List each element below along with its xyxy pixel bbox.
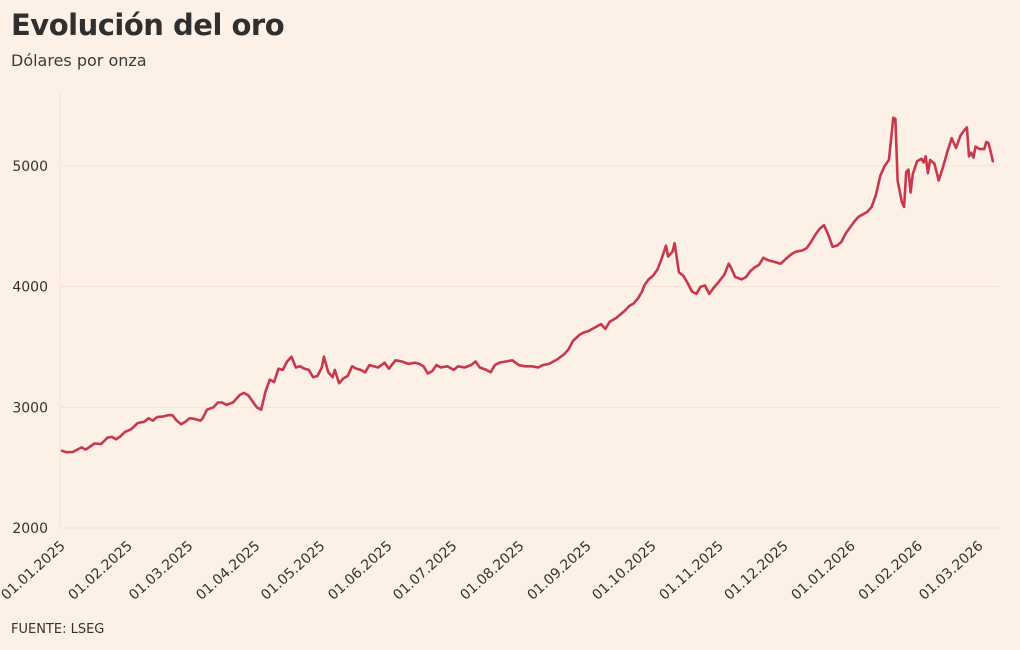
y-tick-label: 2000	[12, 521, 48, 537]
y-tick-label: 5000	[12, 159, 48, 175]
x-tick-label: 01.04.2025	[193, 538, 263, 604]
x-tick-label: 01.12.2025	[721, 538, 791, 604]
x-tick-label: 01.07.2025	[390, 538, 460, 604]
x-tick-label: 01.03.2025	[126, 538, 196, 604]
x-tick-label: 01.01.2026	[789, 538, 859, 604]
gold-price-line	[60, 116, 995, 454]
x-tick-label: 01.02.2026	[856, 538, 926, 604]
x-tick-label: 01.11.2025	[656, 538, 726, 604]
chart-title: Evolución del oro	[11, 8, 285, 42]
x-tick-label: 01.01.2025	[0, 538, 69, 604]
x-tick-label: 01.02.2025	[65, 538, 135, 604]
source-note: FUENTE: LSEG	[11, 622, 105, 637]
x-tick-label: 01.09.2025	[524, 538, 594, 604]
y-axis: 2000 3000 4000 5000	[12, 159, 48, 537]
x-axis: 01.01.202501.02.202501.03.202501.04.2025…	[0, 538, 987, 604]
grid-layer	[59, 92, 1000, 529]
chart-subtitle: Dólares por onza	[11, 51, 147, 70]
x-tick-label: 01.03.2026	[916, 538, 986, 604]
x-tick-label: 01.05.2025	[258, 538, 328, 604]
y-tick-label: 4000	[12, 280, 48, 296]
x-tick-label: 01.10.2025	[589, 538, 659, 604]
x-tick-label: 01.06.2025	[325, 538, 395, 604]
x-tick-label: 01.08.2025	[457, 538, 527, 604]
y-tick-label: 3000	[12, 400, 48, 416]
